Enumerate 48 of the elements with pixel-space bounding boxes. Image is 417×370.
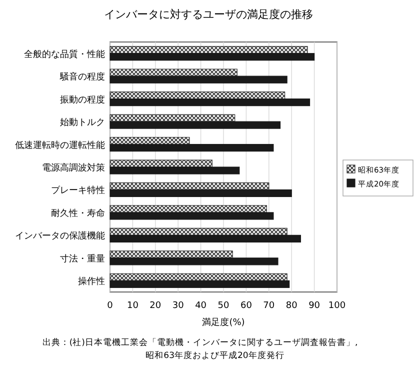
y-tick-label: 電源高調波対策 (42, 162, 105, 174)
y-tick-label: 操作性 (78, 276, 105, 288)
bar (110, 68, 238, 76)
bar (110, 273, 288, 281)
x-tick-label: 80 (286, 301, 298, 311)
y-tick-label: 騒音の程度 (59, 72, 105, 83)
x-tick-label: 100 (328, 301, 346, 311)
bar (110, 280, 290, 288)
bar (110, 144, 274, 152)
bar (110, 205, 267, 213)
bar (110, 250, 233, 258)
x-tick-label: 40 (195, 301, 207, 311)
x-tick-label: 90 (308, 301, 320, 311)
bar (110, 121, 281, 129)
x-tick-label: 70 (263, 301, 275, 311)
y-tick-label: 振動の程度 (60, 94, 105, 106)
bar (110, 166, 240, 174)
bar (110, 182, 270, 190)
x-axis-title: 満足度(%) (202, 317, 245, 328)
x-tick-label: 0 (107, 301, 114, 311)
y-tick-label: 始動トルク (60, 117, 105, 128)
y-tick-label: インバータの保護機能 (15, 230, 105, 242)
x-tick-label: 20 (150, 301, 162, 311)
bar (110, 53, 315, 61)
bar (110, 160, 212, 168)
x-tick-label: 30 (172, 301, 184, 311)
bar (110, 189, 292, 198)
y-tick-label: 低速運転時の運転性能 (15, 140, 105, 151)
bar (110, 212, 274, 220)
chart-title: インバータに対するユーザの満足度の推移 (104, 8, 313, 21)
bar (110, 98, 310, 106)
y-tick-label: 寸法・重量 (60, 253, 105, 264)
bar (110, 136, 190, 145)
y-tick-label: 全般的な品質・性能 (24, 48, 105, 60)
source-note: 出典：(社)日本電機工業会「電動機・インバータに関するユーザ調査報告書」, (42, 337, 358, 348)
bar (110, 46, 308, 54)
x-tick-label: 10 (126, 301, 139, 311)
bar (110, 258, 278, 266)
text: 昭和63年度および平成20年度発行 (146, 350, 284, 361)
bar (110, 76, 288, 84)
y-tick-label: 耐久性・寿命 (51, 208, 105, 219)
bar (110, 228, 288, 236)
bar (110, 92, 286, 100)
bar (110, 114, 236, 122)
bar (110, 234, 301, 242)
x-tick-label: 60 (240, 301, 252, 311)
x-tick-label: 50 (218, 301, 230, 311)
y-tick-label: ブレーキ特性 (51, 185, 105, 196)
